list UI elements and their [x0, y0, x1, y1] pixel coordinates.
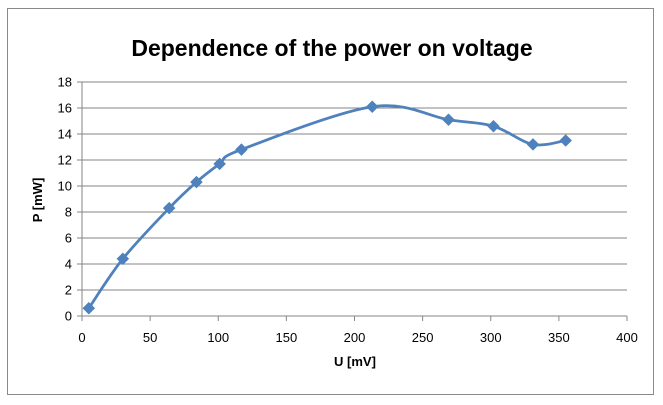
data-point-marker: [116, 252, 130, 266]
data-point-marker: [487, 119, 500, 133]
data-point-marker: [559, 134, 573, 147]
x-tick-label: 400: [616, 330, 638, 345]
x-tick-label: 200: [344, 330, 366, 345]
chart-title: Dependence of the power on voltage: [131, 35, 532, 61]
x-tick-label: 100: [207, 330, 229, 345]
x-tick-label: 50: [143, 330, 157, 345]
gridlines: [82, 81, 627, 291]
chart-frame: [7, 8, 654, 395]
axes: [77, 81, 628, 321]
y-tick-label: 10: [58, 179, 72, 194]
data-point-marker: [213, 157, 226, 171]
data-point-marker: [526, 138, 540, 151]
data-point-marker: [190, 175, 203, 189]
x-tick-label: 150: [276, 330, 298, 345]
y-tick-label: 14: [58, 127, 72, 142]
x-tick-label: 300: [480, 330, 502, 345]
y-tick-label: 6: [65, 231, 72, 246]
y-tick-label: 8: [65, 205, 72, 220]
x-axis-label: U [mV]: [334, 354, 376, 369]
y-tick-label: 12: [58, 153, 72, 168]
x-tick-label: 250: [412, 330, 434, 345]
y-tick-label: 18: [58, 75, 72, 90]
x-tick-label: 0: [78, 330, 85, 345]
data-point-marker: [162, 201, 176, 215]
y-tick-label: 2: [65, 283, 72, 298]
y-tick-label: 0: [65, 309, 72, 324]
data-point-marker: [82, 301, 96, 315]
x-tick-label: 350: [548, 330, 570, 345]
y-tick-label: 16: [58, 101, 72, 116]
data-point-marker: [235, 143, 248, 156]
data-point-marker: [442, 113, 455, 127]
data-series: [82, 100, 573, 315]
tick-labels: 0 2 4 6 8 10 12 14 16 18 0 50 100 150 200 250 300 350 400: [58, 75, 638, 346]
y-tick-label: 4: [65, 257, 72, 272]
series-line: [87, 104, 568, 310]
y-axis-label: P [mW]: [30, 178, 45, 223]
data-point-marker: [365, 100, 379, 114]
